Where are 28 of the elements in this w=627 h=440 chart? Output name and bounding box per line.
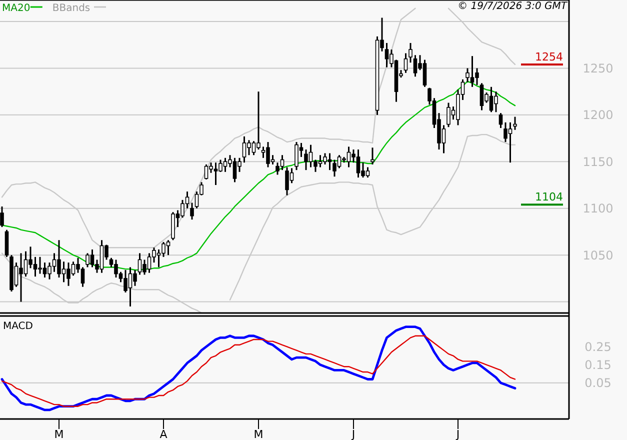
y-tick-label: 1150 — [582, 154, 614, 169]
y-tick-label: 0.15 — [584, 358, 612, 372]
candlestick — [498, 112, 503, 129]
x-tick-label: A — [160, 428, 168, 440]
y-tick-label: 1100 — [582, 202, 614, 216]
x-tick-label: M — [54, 428, 64, 440]
line-series — [1, 335, 516, 407]
y-tick-label: 0.25 — [584, 340, 612, 354]
ref-line-label: 1254 — [535, 50, 563, 64]
candlestick — [0, 206, 4, 228]
candlestick — [4, 229, 9, 258]
x-tick-label: M — [254, 428, 264, 440]
candlestick — [190, 202, 194, 220]
legend-label: BBands — [52, 3, 90, 14]
x-tick-label: J — [350, 428, 356, 440]
candlestick — [513, 116, 517, 131]
y-tick-label: 1050 — [582, 248, 614, 262]
candlestick — [404, 52, 408, 74]
y-tick-label: 0.05 — [584, 376, 612, 390]
y-tick-label: 1250 — [582, 61, 614, 76]
annotation: © 19/7/2026 3:0 GMT — [458, 1, 568, 12]
x-tick-label: J — [455, 428, 460, 440]
candlestick — [370, 146, 374, 166]
ref-line-label: 1104 — [535, 190, 563, 204]
y-tick-label: 1200 — [582, 108, 614, 122]
text: MACD — [3, 321, 34, 332]
candlestick — [408, 42, 412, 64]
legend-label: MA20 — [2, 3, 30, 14]
